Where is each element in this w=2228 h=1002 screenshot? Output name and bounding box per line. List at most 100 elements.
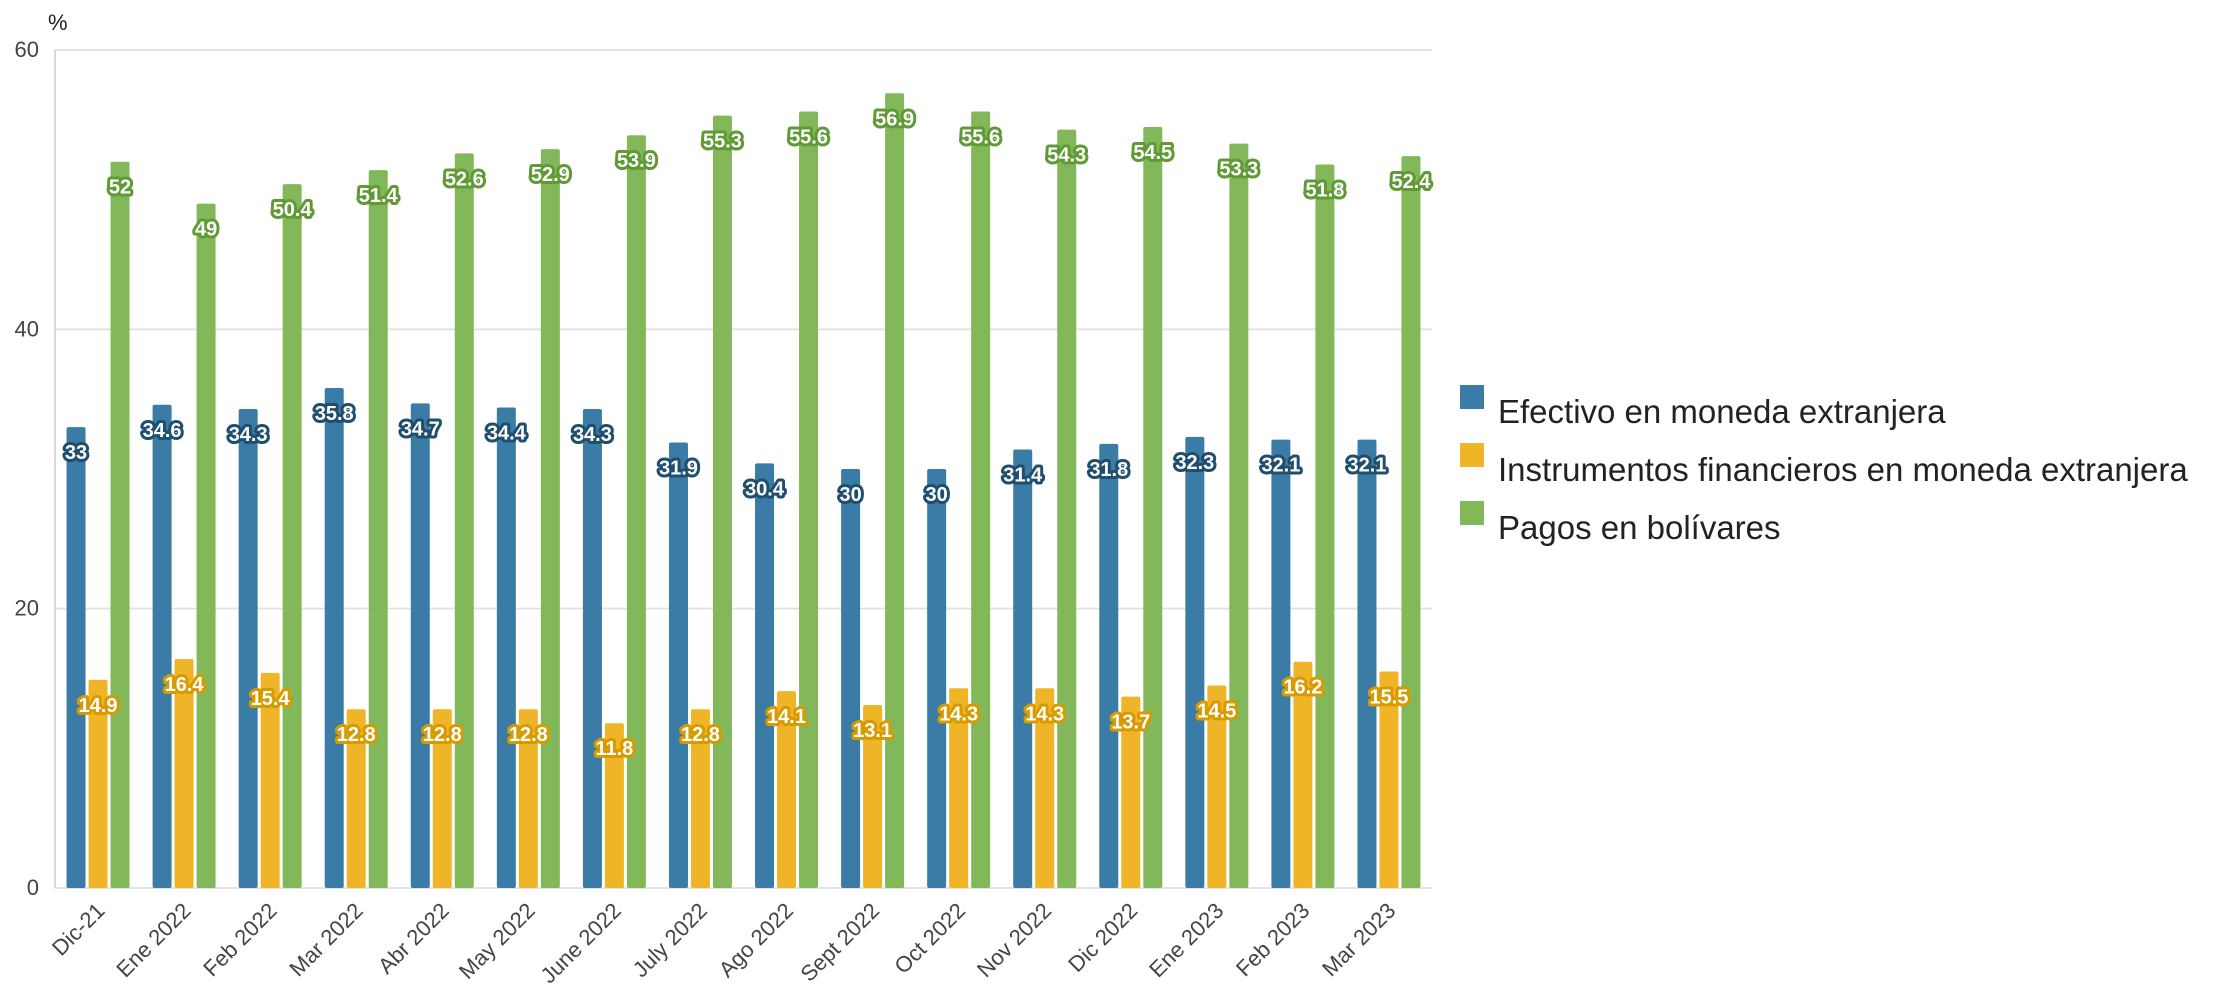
bar (346, 709, 366, 888)
bar (282, 184, 302, 888)
legend-item: Pagos en bolívares (1460, 501, 1781, 546)
x-tick-label: Ene 2022 (111, 898, 195, 982)
bar (799, 111, 819, 889)
data-label: 14.9 (79, 695, 118, 717)
x-tick-label: Ene 2023 (1144, 898, 1228, 982)
bar (410, 403, 430, 888)
bar (927, 469, 947, 888)
data-label: 34.7 (401, 418, 440, 440)
bar (841, 469, 861, 888)
bar (626, 135, 646, 889)
legend-label: Instrumentos financieros en moneda extra… (1498, 451, 2188, 488)
data-label: 13.1 (853, 720, 892, 742)
data-label: 32.1 (1261, 455, 1300, 477)
x-tick-label: Oct 2022 (889, 898, 970, 979)
bar (582, 408, 602, 888)
bar (971, 111, 991, 889)
bar (1207, 685, 1227, 888)
bar (1379, 671, 1399, 888)
y-tick-label: 20 (15, 596, 39, 621)
bar (1035, 688, 1055, 888)
data-label: 51.8 (1305, 180, 1344, 202)
bar (1315, 164, 1335, 888)
legend: Efectivo en moneda extranjera Instrumento… (1460, 385, 2188, 546)
bar (260, 672, 280, 888)
data-label: 14.1 (767, 706, 806, 728)
data-label: 30.4 (745, 478, 785, 500)
legend-item: Efectivo en moneda extranjera (1460, 385, 1946, 430)
legend-label: Efectivo en moneda extranjera (1498, 393, 1946, 430)
bar (755, 463, 775, 888)
bar (1401, 156, 1421, 888)
bar (1271, 439, 1291, 888)
bar (712, 115, 732, 889)
x-tick-label: Nov 2022 (972, 898, 1056, 982)
data-label: 12.8 (681, 724, 720, 746)
data-label: 14.3 (939, 703, 978, 725)
data-label: 54.5 (1133, 142, 1172, 164)
legend-swatch (1460, 501, 1484, 525)
bar (690, 709, 710, 888)
data-label: 11.8 (595, 738, 633, 760)
data-label: 34.6 (143, 420, 182, 442)
data-label: 32.3 (1175, 452, 1214, 474)
data-label: 14.3 (1025, 703, 1064, 725)
data-label: 52.4 (1392, 171, 1432, 193)
bar (368, 170, 388, 888)
bar (324, 387, 344, 888)
bar (1099, 443, 1119, 888)
x-tick-label: Dic 2022 (1063, 898, 1142, 977)
data-label: 50.4 (273, 199, 313, 221)
bar (1121, 696, 1141, 888)
bar (949, 688, 969, 888)
bar (238, 408, 258, 888)
x-tick-label: July 2022 (628, 898, 712, 982)
data-label: 15.5 (1370, 687, 1409, 709)
legend-swatch (1460, 385, 1484, 409)
data-label: 31.9 (659, 457, 698, 479)
bar (88, 679, 108, 888)
bar (174, 658, 194, 888)
x-tick-label: Abr 2022 (373, 898, 454, 979)
x-tick-label: May 2022 (454, 898, 540, 984)
bar (1293, 661, 1313, 888)
y-axis-unit-label: % (48, 10, 68, 35)
data-label: 33 (65, 442, 87, 464)
bars (66, 93, 1421, 889)
data-label: 13.7 (1111, 712, 1150, 734)
bar (152, 404, 172, 888)
x-tick-label: Mar 2023 (1317, 898, 1400, 981)
bar (1057, 129, 1077, 889)
bar (518, 709, 538, 888)
legend-item: Instrumentos financieros en moneda extra… (1460, 443, 2188, 488)
data-label: 53.3 (1219, 159, 1258, 181)
data-label: 55.6 (961, 126, 1000, 148)
data-label: 12.8 (509, 724, 548, 746)
data-label: 14.5 (1197, 700, 1236, 722)
x-tick-label: Mar 2022 (284, 898, 367, 981)
x-tick-label: Feb 2022 (198, 898, 281, 981)
bar (1357, 439, 1377, 888)
data-label: 53.9 (617, 150, 656, 172)
data-label: 34.4 (487, 423, 527, 445)
data-label: 34.3 (229, 424, 268, 446)
data-label: 16.4 (165, 674, 205, 696)
bar (604, 723, 624, 888)
bar (454, 153, 474, 888)
data-label: 35.8 (315, 403, 354, 425)
bar (1143, 126, 1163, 889)
data-label: 34.3 (573, 424, 612, 446)
bar (777, 691, 797, 888)
bar (110, 161, 130, 888)
legend-label: Pagos en bolívares (1498, 509, 1781, 546)
bar (1229, 143, 1249, 888)
data-label: 55.3 (703, 131, 742, 153)
data-label: 56.9 (875, 108, 914, 130)
data-label: 15.4 (251, 688, 291, 710)
y-tick-label: 40 (15, 316, 39, 341)
data-label: 31.8 (1089, 459, 1128, 481)
x-tick-label: Dic-21 (47, 898, 110, 961)
bar (540, 149, 560, 888)
